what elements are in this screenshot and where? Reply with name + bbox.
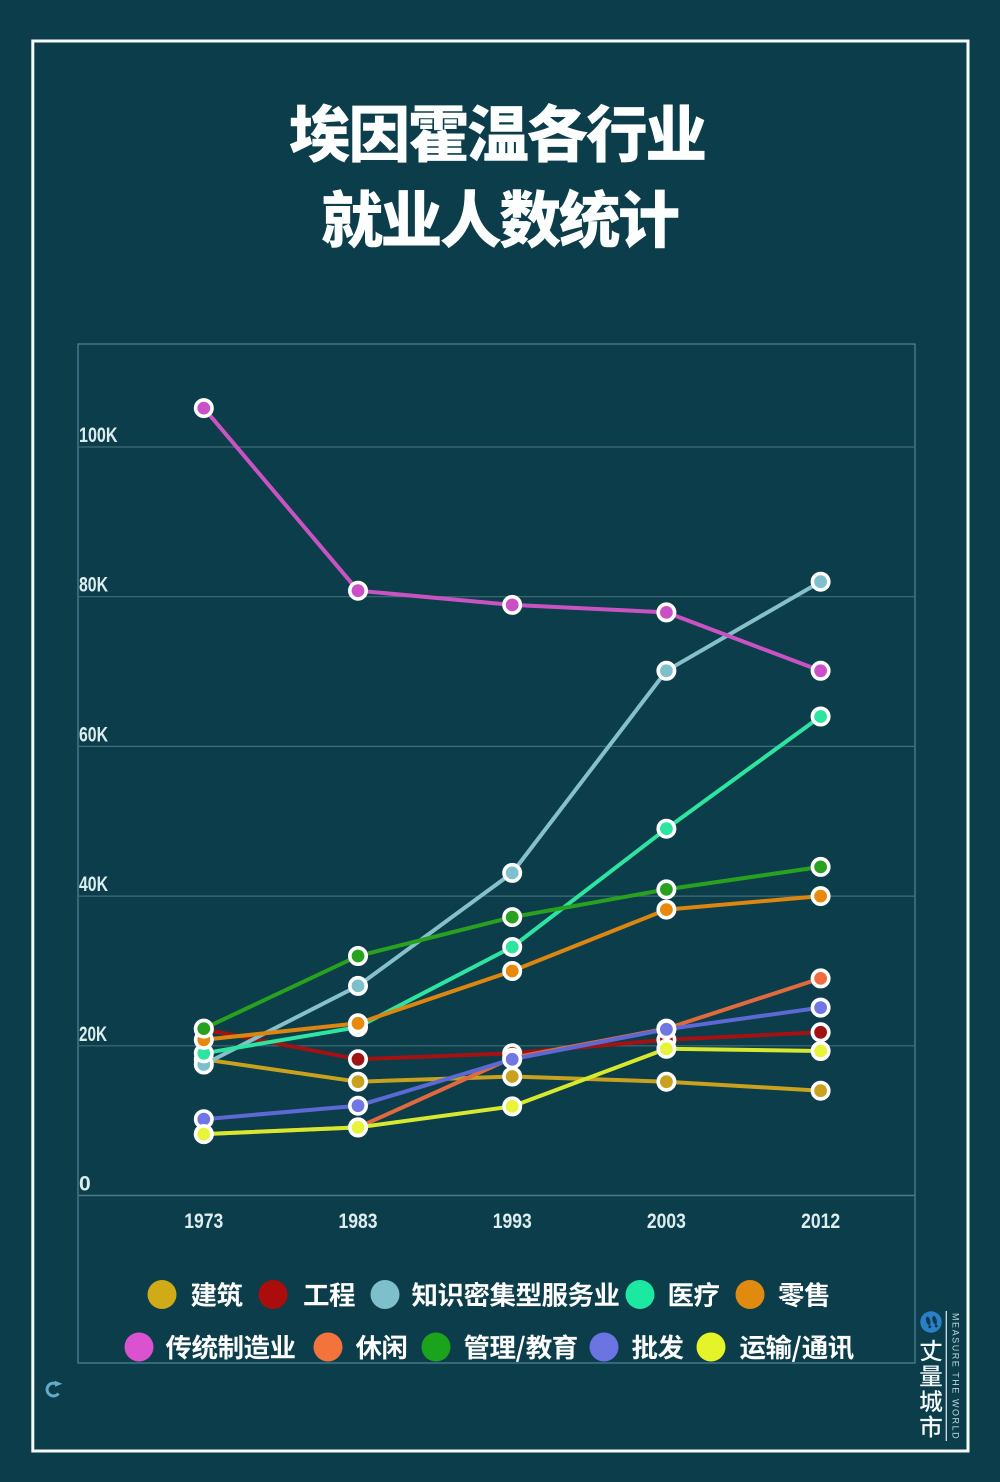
- svg-text:0: 0: [79, 1173, 91, 1196]
- svg-text:60K: 60K: [79, 723, 108, 746]
- svg-text:80K: 80K: [79, 574, 108, 597]
- svg-text:20K: 20K: [79, 1023, 107, 1046]
- svg-text:2012: 2012: [801, 1210, 840, 1233]
- svg-text:1983: 1983: [339, 1210, 378, 1233]
- svg-text:40K: 40K: [79, 873, 108, 896]
- svg-text:100K: 100K: [79, 424, 118, 447]
- svg-text:MEASURE THE WORLD: MEASURE THE WORLD: [951, 1313, 961, 1440]
- svg-text:1973: 1973: [184, 1210, 223, 1233]
- svg-text:2003: 2003: [647, 1210, 686, 1233]
- svg-text:1993: 1993: [493, 1210, 532, 1233]
